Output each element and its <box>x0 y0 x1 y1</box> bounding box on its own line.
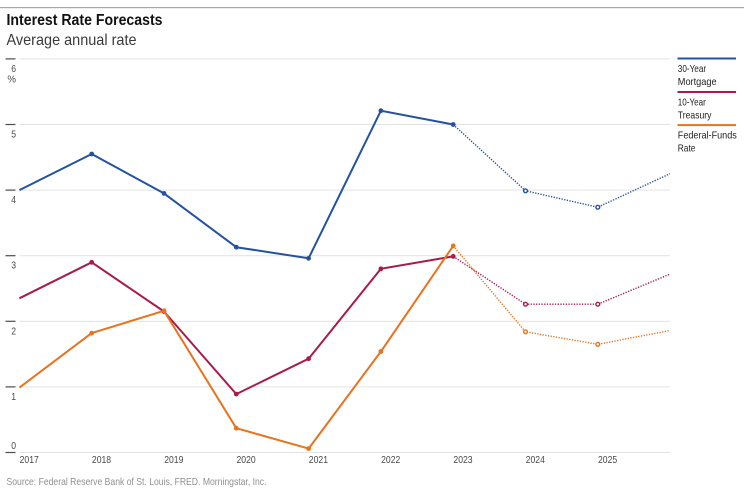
svg-text:Treasury: Treasury <box>678 109 712 121</box>
svg-text:4: 4 <box>11 195 16 206</box>
svg-text:2025: 2025 <box>598 455 617 466</box>
svg-text:2023: 2023 <box>453 455 472 466</box>
svg-text:6: 6 <box>11 64 16 75</box>
svg-text:Average annual rate: Average annual rate <box>7 32 137 49</box>
svg-text:2022: 2022 <box>381 455 400 466</box>
svg-text:1: 1 <box>11 392 16 403</box>
svg-text:2018: 2018 <box>92 455 111 466</box>
svg-text:2019: 2019 <box>164 455 183 466</box>
svg-text:2021: 2021 <box>309 455 328 466</box>
svg-text:30-Year: 30-Year <box>678 63 707 75</box>
svg-text:2017: 2017 <box>20 455 39 466</box>
svg-text:Rate: Rate <box>678 143 696 155</box>
svg-text:2024: 2024 <box>526 455 545 466</box>
svg-text:Mortgage: Mortgage <box>678 76 717 88</box>
svg-text:%: % <box>7 74 16 85</box>
svg-text:2: 2 <box>11 326 16 337</box>
svg-text:Federal-Funds: Federal-Funds <box>678 130 737 142</box>
svg-text:3: 3 <box>11 261 16 272</box>
svg-text:2020: 2020 <box>237 455 256 466</box>
svg-text:Source: Federal Reserve Bank o: Source: Federal Reserve Bank of St. Loui… <box>7 476 267 488</box>
svg-text:5: 5 <box>11 130 16 141</box>
svg-text:10-Year: 10-Year <box>678 96 706 108</box>
svg-text:0: 0 <box>11 441 16 452</box>
svg-text:Interest Rate Forecasts: Interest Rate Forecasts <box>7 12 163 29</box>
